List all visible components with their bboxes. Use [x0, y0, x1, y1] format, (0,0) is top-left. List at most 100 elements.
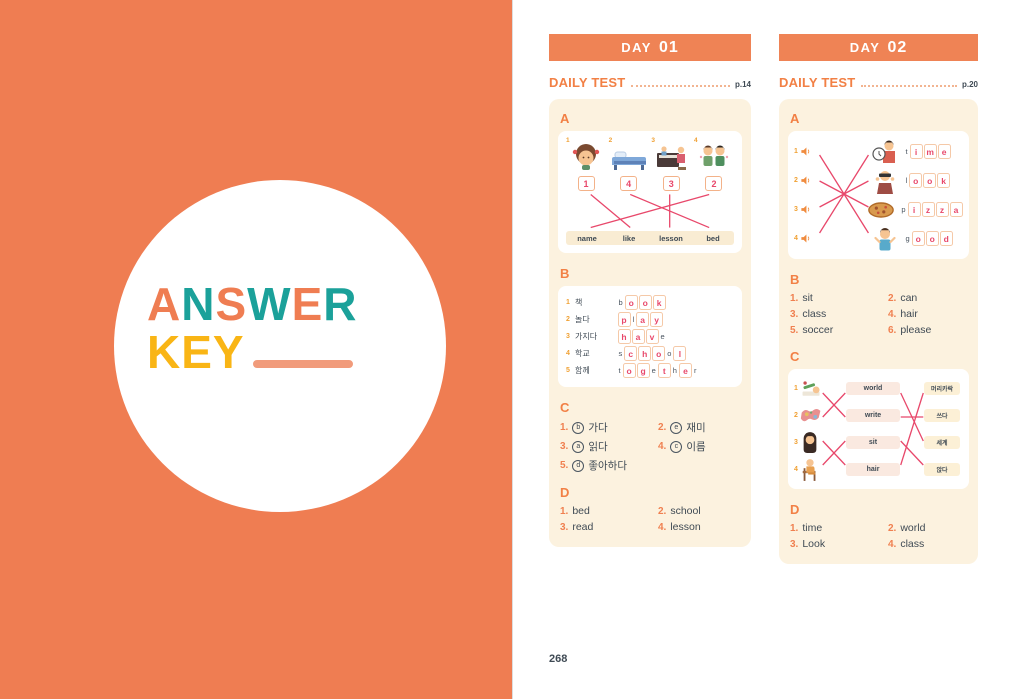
letter-box: d [939, 231, 953, 246]
section-a-label: A [790, 111, 800, 126]
letter-box: o [622, 363, 636, 378]
answer-item: 2. school [658, 505, 742, 517]
answer-letter: A [147, 278, 182, 330]
item-number: 2 [566, 316, 570, 323]
letter-box: o [909, 173, 923, 188]
daily-test-heading: DAILY TEST p.14 [549, 75, 751, 90]
boy-with-clock-icon [872, 140, 895, 163]
item-number: 5 [566, 367, 570, 374]
item-number: 1 [794, 385, 798, 392]
answer-item: 6. please [888, 324, 969, 336]
letter-box: a [949, 202, 963, 217]
korean-word-pill: 쓰다 [924, 409, 960, 422]
letter-plain: s [618, 349, 623, 358]
day-01-column: DAY 01 DAILY TEST p.14 A 1 2 [549, 34, 751, 547]
letter-plain: b [618, 298, 623, 307]
answer-number: 3. [560, 441, 569, 452]
answer-item: 4. c 이름 [658, 439, 742, 454]
korean-word-pill: 앉다 [924, 463, 960, 476]
answer-text: time [802, 522, 823, 534]
english-word-pill: sit [846, 436, 900, 449]
item-number: 3 [651, 137, 655, 144]
letter-box: e [937, 144, 951, 159]
answer-text: hair [900, 308, 918, 320]
answer-item: 4. hair [888, 308, 969, 320]
writing-hands-icon [802, 380, 820, 396]
section-b-label: B [560, 266, 570, 281]
exercise-item: 4 [694, 137, 734, 171]
answer-number: 5. [560, 460, 569, 471]
answer-text: Look [802, 538, 826, 550]
answer-letter: S [215, 278, 248, 330]
letter-plain: o [667, 349, 672, 358]
letter-plain: h [672, 366, 677, 375]
letter-box: y [650, 312, 664, 327]
letter-box: k [652, 295, 666, 310]
answer-item: 1. time [790, 522, 888, 534]
circled-letter: e [670, 421, 683, 434]
day-02-header: DAY 02 [779, 34, 978, 61]
girl-icon [572, 144, 600, 170]
match-row: 1 world 머리카락 [794, 375, 963, 402]
item-number: 2 [794, 412, 798, 419]
section-a-label: A [560, 111, 570, 126]
triple-match-card: 1 world 머리카락 2 write 쓰다 3 sit [788, 369, 969, 489]
english-word-pill: hair [846, 463, 900, 476]
letter-box: o [911, 231, 925, 246]
exercise-item: 3 [651, 137, 691, 171]
key-word: KEY [147, 326, 245, 379]
letter-box: o [638, 295, 652, 310]
matching-lines [571, 193, 729, 229]
letter-box: h [617, 329, 631, 344]
answer-item: 2. e 재미 [658, 420, 742, 435]
letter-plain: l [632, 315, 635, 324]
answer-item: 4. lesson [658, 521, 742, 533]
day-01-header: DAY 01 [549, 34, 751, 61]
answer-key-circle: ANSWER KEY [114, 180, 446, 512]
matching-exercise-card: 1 2 3 4 [558, 131, 742, 253]
item-number: 3 [794, 439, 798, 446]
match-row: 3 sit 세계 [794, 429, 963, 456]
letter-box: o [925, 231, 939, 246]
letter-box: v [645, 329, 659, 344]
letter-box: o [624, 295, 638, 310]
answer-number: 3. [790, 538, 799, 550]
item-number: 1 [794, 148, 798, 155]
item-number: 2 [794, 177, 798, 184]
circled-letter: b [572, 421, 585, 434]
matching-lines [818, 142, 870, 246]
item-number: 3 [794, 206, 798, 213]
answer-text: please [900, 324, 932, 336]
letter-box: a [631, 329, 645, 344]
daily-test-label: DAILY TEST [549, 75, 626, 90]
answer-item: 3. Look [790, 538, 888, 550]
letter-box: a [636, 312, 650, 327]
korean-prompt: 책 [575, 298, 583, 307]
word-bank-word: like [622, 233, 636, 243]
item-number: 2 [608, 137, 613, 144]
letter-box: c [624, 346, 638, 361]
circled-letter: c [670, 440, 683, 453]
answer-number: 2. [888, 522, 897, 534]
section-d-label: D [560, 485, 570, 500]
page-reference: p.20 [961, 80, 978, 89]
korean-prompt: 학교 [575, 349, 590, 358]
item-number: 3 [566, 333, 570, 340]
korean-prompt: 놀다 [575, 315, 590, 324]
bed-icon [611, 151, 646, 170]
letter-box: l [673, 346, 687, 361]
section-b-answers: 1. sit 2. can 3. class 4. hair 5. soccer 6. pl… [790, 292, 969, 336]
section-b-label: B [790, 272, 800, 287]
